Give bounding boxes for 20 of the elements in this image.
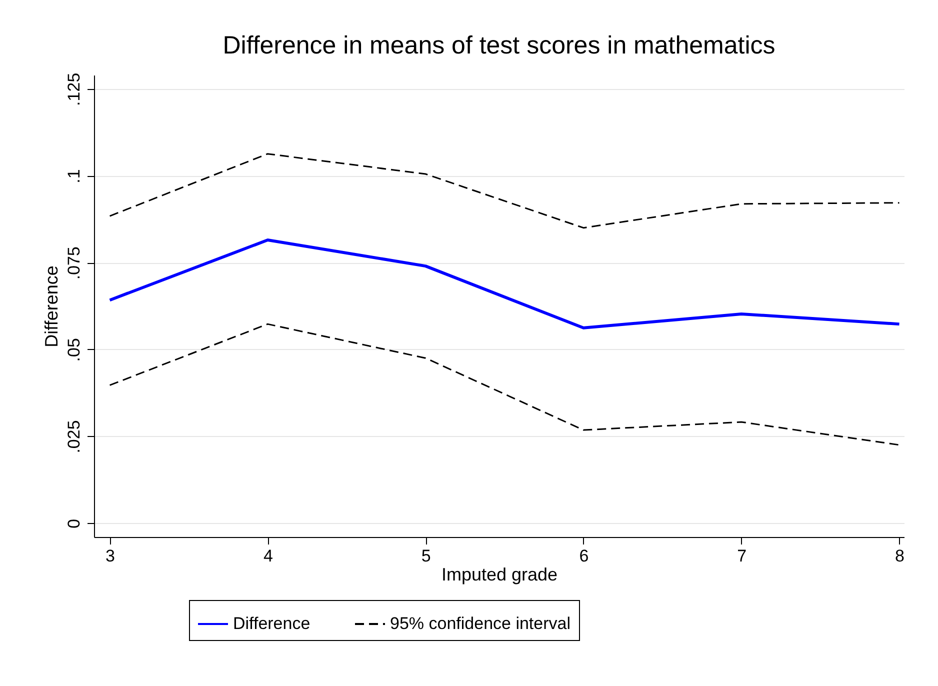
y-tick-label: .125 (64, 72, 84, 106)
line-series (108, 238, 901, 330)
y-tick-label: .1 (64, 169, 84, 184)
y-tick-label: .075 (64, 246, 84, 280)
line-series (109, 323, 900, 446)
y-axis-title: Difference (42, 266, 62, 348)
y-tick-label: .025 (64, 420, 84, 454)
legend-label: 95% confidence interval (390, 614, 571, 633)
x-tick-label: 8 (895, 546, 904, 566)
y-tick-label: 0 (64, 518, 84, 528)
legend-label: Difference (233, 614, 310, 633)
x-tick-label: 5 (421, 546, 431, 566)
x-axis-title: Imputed grade (441, 564, 558, 584)
chart-title: Difference in means of test scores in mathematics (222, 31, 776, 60)
y-tick-label: .05 (64, 338, 84, 362)
x-tick-label: 7 (737, 546, 747, 566)
line-series (109, 153, 900, 229)
x-tick-label: 3 (106, 546, 116, 566)
x-tick-label: 6 (579, 546, 589, 566)
x-tick-label: 4 (263, 546, 273, 566)
